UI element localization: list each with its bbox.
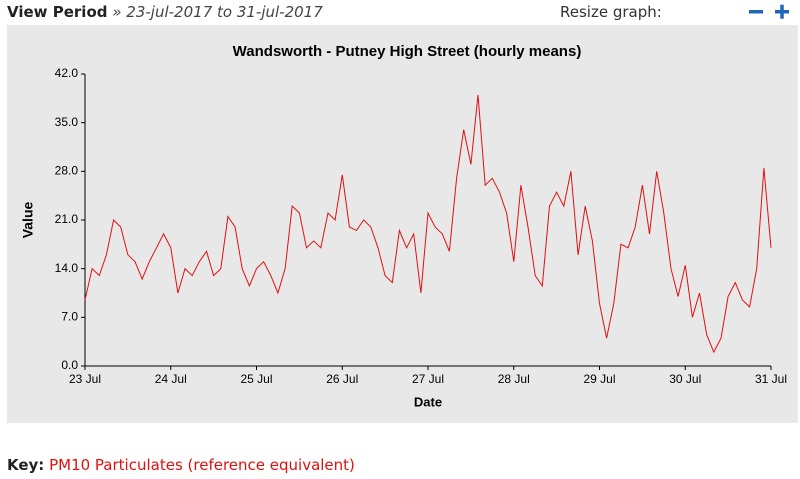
y-tick-label: 35.0 [55, 115, 79, 129]
x-tick-label: 27 Jul [412, 372, 444, 386]
shrink-button[interactable] [749, 10, 763, 14]
key-label: Key: [7, 456, 45, 474]
enlarge-button[interactable] [775, 4, 789, 19]
period: » 23-jul-2017 to 31-jul-2017 [112, 3, 323, 21]
x-tick-label: 26 Jul [326, 372, 358, 386]
x-tick-label: 24 Jul [155, 372, 187, 386]
y-tick-label: 7.0 [61, 310, 78, 324]
view-label: View Period [7, 3, 108, 21]
y-axis-label: Value [20, 202, 36, 239]
y-tick-label: 42.0 [55, 66, 79, 80]
x-tick-label: 30 Jul [669, 372, 701, 386]
chart-title: Wandsworth - Putney High Street (hourly … [233, 43, 582, 60]
x-tick-label: 28 Jul [498, 372, 530, 386]
x-tick-label: 31 Jul [755, 372, 787, 386]
legend-entry: PM10 Particulates (reference equivalent) [49, 456, 355, 474]
key: Key: PM10 Particulates (reference equiva… [7, 456, 355, 474]
y-tick-label: 21.0 [55, 212, 79, 226]
x-axis-label: Date [414, 394, 442, 409]
chart-background [7, 25, 798, 423]
x-tick-label: 25 Jul [240, 372, 272, 386]
data-line [84, 94, 772, 354]
y-tick-label: 28.0 [55, 164, 79, 178]
resize-label: Resize graph: [560, 3, 662, 21]
y-tick-label: 14.0 [55, 261, 79, 275]
x-tick-label: 29 Jul [583, 372, 615, 386]
x-tick-label: 23 Jul [69, 372, 101, 386]
chart: Wandsworth - Putney High Street (hourly … [7, 25, 798, 423]
resize-buttons [749, 4, 789, 19]
y-tick-label: 0.0 [61, 358, 78, 372]
view-period: View Period » 23-jul-2017 to 31-jul-2017 [7, 3, 323, 21]
